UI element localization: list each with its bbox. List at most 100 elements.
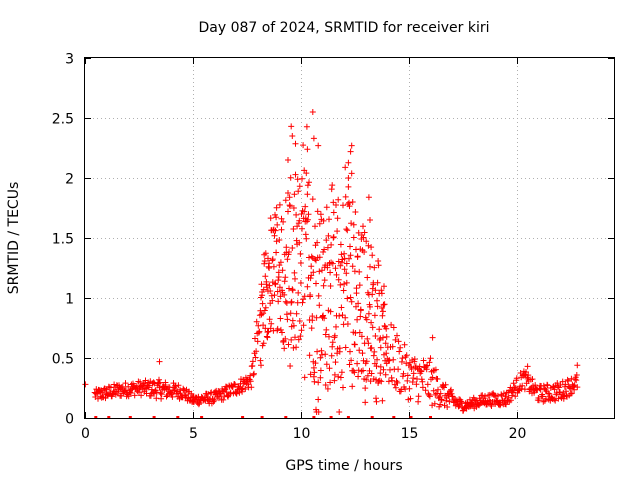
data-point xyxy=(435,395,442,402)
data-point xyxy=(429,402,436,409)
data-point xyxy=(378,305,385,311)
data-point xyxy=(365,310,372,317)
data-point xyxy=(337,262,344,269)
data-point xyxy=(267,215,274,222)
data-point xyxy=(334,228,341,235)
data-point xyxy=(321,315,328,322)
data-point xyxy=(314,348,321,355)
data-point xyxy=(375,262,382,269)
data-point xyxy=(277,259,284,266)
data-point xyxy=(371,348,378,355)
data-point xyxy=(333,202,339,208)
data-point xyxy=(348,357,355,364)
data-point xyxy=(438,397,445,404)
data-point xyxy=(424,381,431,388)
data-point xyxy=(420,357,427,364)
data-point xyxy=(435,386,441,393)
data-point xyxy=(570,383,577,390)
data-point xyxy=(286,285,292,292)
data-point xyxy=(568,375,575,382)
data-point xyxy=(327,283,334,289)
data-point xyxy=(304,283,311,290)
data-point xyxy=(297,250,304,257)
data-point xyxy=(379,312,386,319)
data-point xyxy=(242,386,249,392)
data-point xyxy=(297,280,304,286)
data-point xyxy=(324,385,331,392)
data-point xyxy=(266,265,273,271)
data-point xyxy=(431,400,438,407)
data-point xyxy=(509,392,515,399)
data-point xyxy=(350,234,357,241)
data-point xyxy=(151,390,158,397)
data-point xyxy=(175,382,182,389)
data-point xyxy=(546,390,553,397)
data-point xyxy=(156,358,163,365)
data-point xyxy=(343,270,350,277)
data-point xyxy=(315,142,322,149)
data-point xyxy=(395,338,402,345)
data-point xyxy=(559,378,566,385)
data-point xyxy=(574,362,581,369)
data-point xyxy=(316,268,323,275)
data-point xyxy=(302,203,309,210)
data-point xyxy=(383,333,390,340)
data-point xyxy=(255,322,262,329)
data-point xyxy=(318,347,325,354)
data-point xyxy=(273,238,280,245)
data-point xyxy=(285,341,292,348)
data-point xyxy=(519,382,526,389)
data-point xyxy=(293,344,300,351)
data-point xyxy=(525,372,532,379)
data-point xyxy=(343,260,350,267)
data-point xyxy=(265,255,271,262)
data-point xyxy=(251,370,257,377)
data-point xyxy=(568,390,575,397)
data-point xyxy=(131,392,138,399)
zero-marker xyxy=(200,416,204,419)
data-point xyxy=(378,378,385,385)
data-point xyxy=(220,396,227,403)
data-point xyxy=(288,298,295,305)
data-point xyxy=(552,397,559,404)
data-point xyxy=(408,366,415,372)
data-point xyxy=(371,264,378,271)
data-point xyxy=(289,317,296,324)
data-point xyxy=(239,385,246,392)
data-point xyxy=(289,245,296,251)
data-point xyxy=(271,232,278,239)
data-point xyxy=(554,380,561,387)
data-point xyxy=(554,383,561,390)
data-point xyxy=(422,387,429,394)
data-point xyxy=(426,359,433,366)
data-point xyxy=(370,281,377,288)
data-point xyxy=(345,159,352,166)
data-point xyxy=(300,296,307,303)
data-point xyxy=(329,339,336,346)
data-point xyxy=(330,199,337,206)
data-point xyxy=(335,276,342,283)
data-point xyxy=(360,367,366,374)
data-point xyxy=(285,190,291,196)
data-point xyxy=(299,299,306,306)
zero-marker xyxy=(329,416,333,419)
data-point xyxy=(340,202,346,209)
data-point xyxy=(338,369,345,376)
data-point xyxy=(354,316,361,323)
data-point xyxy=(304,216,311,223)
data-points xyxy=(82,109,581,419)
data-point xyxy=(252,335,258,342)
data-point xyxy=(410,370,417,377)
data-point xyxy=(274,221,281,228)
data-point xyxy=(348,220,355,227)
data-point xyxy=(348,298,355,305)
data-point xyxy=(282,197,289,204)
data-point xyxy=(301,293,308,300)
data-point xyxy=(361,249,368,255)
data-point xyxy=(392,384,399,391)
data-point xyxy=(227,389,234,396)
data-point xyxy=(383,350,390,357)
data-point xyxy=(381,301,388,308)
data-point xyxy=(296,183,303,190)
